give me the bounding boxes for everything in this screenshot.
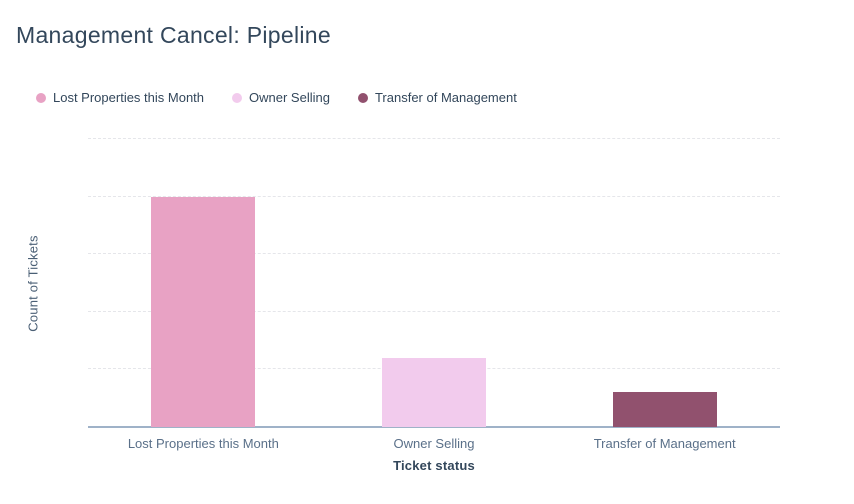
y-axis-title: Count of Tickets <box>25 234 41 332</box>
x-axis-labels: Lost Properties this Month Owner Selling T… <box>88 436 780 452</box>
x-axis-label-lost-properties-this-month: Lost Properties this Month <box>127 436 279 451</box>
legend-item-transfer-of-management[interactable]: Transfer of Management <box>357 90 517 105</box>
bar-transfer-of-management[interactable] <box>612 392 717 427</box>
chart-legend: Lost Properties this Month Owner Selling T… <box>36 90 517 105</box>
y-axis-title-wrap: Count of Tickets <box>18 139 48 427</box>
bar-owner-selling[interactable] <box>382 357 486 427</box>
legend-dot-icon <box>357 92 368 103</box>
x-axis-line <box>88 426 780 428</box>
x-axis-label-transfer-of-management: Transfer of Management <box>593 436 736 451</box>
gridline-y-20 <box>88 195 780 197</box>
gridline-y-10 <box>88 310 780 312</box>
gridline-y-25 <box>88 138 780 139</box>
legend-item-label: Transfer of Management <box>374 90 517 105</box>
legend-item-lost-properties-this-month[interactable]: Lost Properties this Month <box>36 90 204 105</box>
page-title: Management Cancel: Pipeline <box>16 22 331 48</box>
plot-area <box>88 138 780 428</box>
legend-item-owner-selling[interactable]: Owner Selling <box>232 90 330 105</box>
gridline-y-15 <box>88 253 780 255</box>
legend-item-label: Lost Properties this Month <box>53 90 205 105</box>
legend-item-label: Owner Selling <box>249 90 330 105</box>
x-axis-label-owner-selling: Owner Selling <box>393 436 475 451</box>
legend-dot-icon <box>36 92 46 103</box>
legend-dot-icon <box>232 92 243 103</box>
bar-lost-properties-this-month[interactable] <box>151 196 256 427</box>
x-axis-title: Ticket status <box>393 458 475 473</box>
